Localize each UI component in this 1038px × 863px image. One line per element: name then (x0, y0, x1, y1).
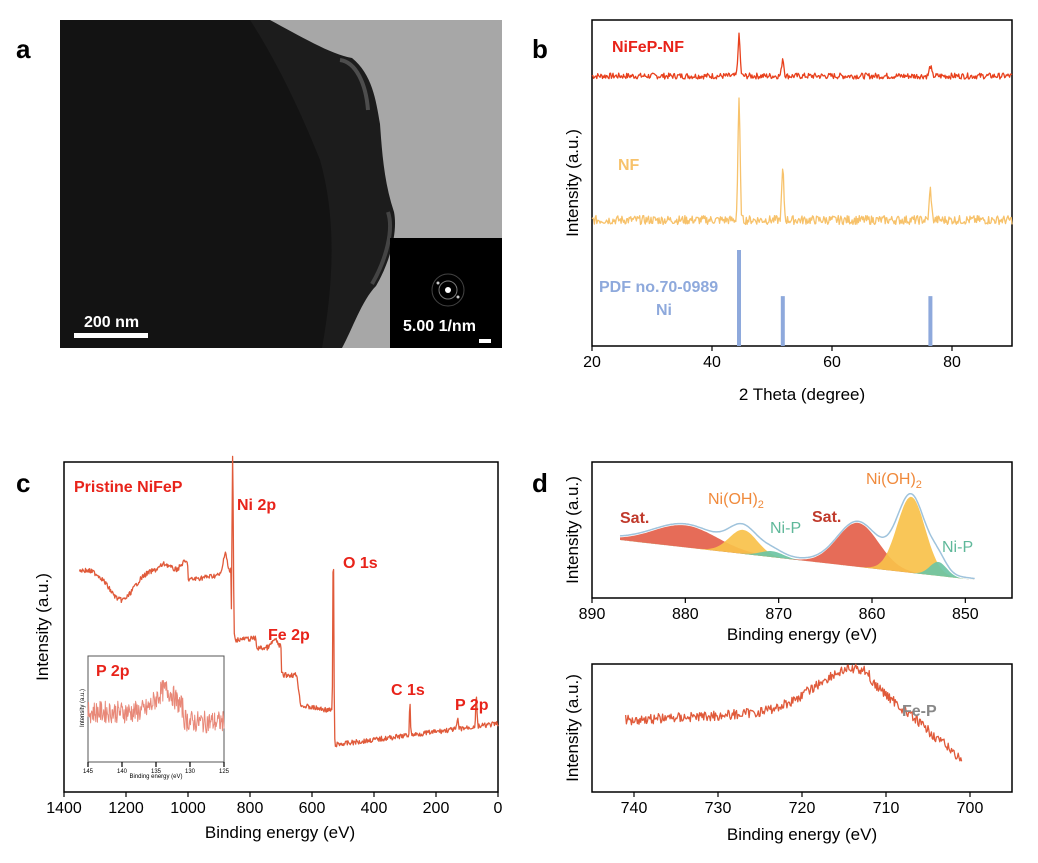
survey-x-tick-label: 600 (299, 800, 326, 817)
sat-label-1: Sat. (620, 510, 649, 527)
survey-plot-frame (63, 461, 499, 793)
nifep-nf-pattern (591, 32, 1013, 80)
fe-x-tick-label: 740 (621, 800, 648, 817)
inset-x-tick-label: 130 (185, 769, 196, 775)
scale-bar-label: 200 nm (84, 314, 139, 331)
fe-p-label: Fe-P (902, 703, 937, 720)
fep-y-axis-label: Intensity (a.u.) (563, 674, 582, 782)
panel-d-letter: d (532, 468, 548, 498)
xrd-x-tick-label: 60 (823, 354, 841, 371)
p2p-peak-label: P 2p (455, 697, 489, 714)
ni-x-tick-label: 890 (579, 606, 606, 623)
inset-frame (87, 655, 225, 763)
inset-title: P 2p (96, 663, 130, 680)
fe-x-tick-label: 730 (705, 800, 732, 817)
survey-title: Pristine NiFeP (74, 479, 183, 496)
survey-x-tick-label: 1200 (108, 800, 144, 817)
pdf-label: PDF no.70-0989 (599, 279, 718, 296)
fe-x-tick-label: 710 (873, 800, 900, 817)
survey-x-axis: 1400 1200 1000 800 600 400 200 0 (46, 792, 503, 817)
inset-x-tick-label: 140 (117, 769, 128, 775)
survey-x-tick-label: 800 (237, 800, 264, 817)
nip-label-2: Ni-P (942, 539, 973, 556)
xrd-x-axis-label: 2 Theta (degree) (739, 385, 865, 404)
xrd-x-tick-label: 20 (583, 354, 601, 371)
ni-label: Ni (656, 302, 672, 319)
sat-label-2: Sat. (812, 509, 841, 526)
nip-label-1: Ni-P (770, 520, 801, 537)
panel-d: d Sat. Ni(OH)2 Ni-P Sat. Ni(OH)2 Ni-P 89… (532, 461, 1013, 844)
p2p-inset-spectrum (87, 680, 225, 734)
survey-y-axis-label: Intensity (a.u.) (33, 573, 52, 681)
tem-image (60, 20, 502, 348)
nifep-nf-label: NiFeP-NF (612, 39, 684, 56)
xrd-x-tick-label: 80 (943, 354, 961, 371)
panel-c: c Pristine NiFeP Ni 2p O 1s Fe 2p C 1s P… (16, 455, 503, 842)
xrd-x-tick-label: 40 (703, 354, 721, 371)
inset-y-axis-label: Intensity (a.u.) (80, 689, 86, 727)
ni2p-x-axis: 890 880 870 860 850 (579, 598, 979, 623)
ni-x-tick-label: 860 (859, 606, 886, 623)
fit-component (620, 496, 975, 580)
ni-x-tick-label: 850 (952, 606, 979, 623)
fit-component (620, 540, 975, 580)
survey-spectrum (78, 455, 499, 748)
inset-scale-bar (479, 339, 491, 343)
nf-pattern (591, 97, 1013, 226)
survey-x-tick-label: 1400 (46, 800, 82, 817)
survey-x-tick-label: 400 (361, 800, 388, 817)
panel-c-letter: c (16, 468, 30, 498)
nf-label: NF (618, 157, 640, 174)
xrd-x-axis: 20 40 60 80 (583, 346, 961, 371)
o1s-peak-label: O 1s (343, 555, 378, 572)
panel-a-letter: a (16, 34, 31, 64)
fep-x-axis: 740 730 720 710 700 (621, 792, 984, 817)
ni2p-envelope (619, 492, 975, 580)
panel-a: a 5.00 1/nm 200 nm (16, 20, 502, 348)
fep-plot-frame (591, 663, 1013, 793)
fep-x-axis-label: Binding energy (eV) (727, 825, 877, 844)
survey-x-tick-label: 200 (423, 800, 450, 817)
inset-scale-label: 5.00 1/nm (403, 318, 476, 335)
survey-x-axis-label: Binding energy (eV) (205, 823, 355, 842)
nioh-label-2: Ni(OH)2 (866, 471, 922, 491)
pdf-reference-sticks (737, 250, 933, 346)
ni2p-x-axis-label: Binding energy (eV) (727, 625, 877, 644)
panel-b: b NiFeP-NF NF PDF no.70-0989 Ni 20 40 60 80… (532, 19, 1013, 404)
scale-bar (74, 333, 148, 338)
survey-x-tick-label: 1000 (170, 800, 206, 817)
ni2p-y-axis-label: Intensity (a.u.) (563, 476, 582, 584)
fe-x-tick-label: 700 (957, 800, 984, 817)
inset-x-axis-label: Binding energy (eV) (129, 774, 182, 780)
ni2p-fitted-components (620, 496, 975, 580)
xrd-plot-frame (591, 19, 1013, 347)
inset-x-tick-label: 125 (219, 769, 230, 775)
fe2p-peak-label: Fe 2p (268, 627, 310, 644)
ni-x-tick-label: 880 (672, 606, 699, 623)
ni2p-peak-label: Ni 2p (237, 497, 276, 514)
survey-x-tick-label: 0 (494, 800, 503, 817)
inset-x-tick-label: 135 (151, 769, 162, 775)
panel-b-letter: b (532, 34, 548, 64)
inset-x-axis: 145 140 135 130 125 (83, 762, 230, 775)
inset-x-tick-label: 145 (83, 769, 94, 775)
diffraction-inset: 5.00 1/nm (390, 238, 502, 348)
fe-p-spectrum (624, 663, 963, 762)
nioh-label-1: Ni(OH)2 (708, 491, 764, 511)
fit-component (620, 525, 975, 580)
c1s-peak-label: C 1s (391, 682, 425, 699)
ni2p-plot-frame (591, 461, 1013, 599)
xrd-y-axis-label: Intensity (a.u.) (563, 129, 582, 237)
survey-inset: P 2p 145 140 135 130 125 Binding energy (eV)… (80, 655, 230, 780)
fe-x-tick-label: 720 (789, 800, 816, 817)
ni-x-tick-label: 870 (765, 606, 792, 623)
